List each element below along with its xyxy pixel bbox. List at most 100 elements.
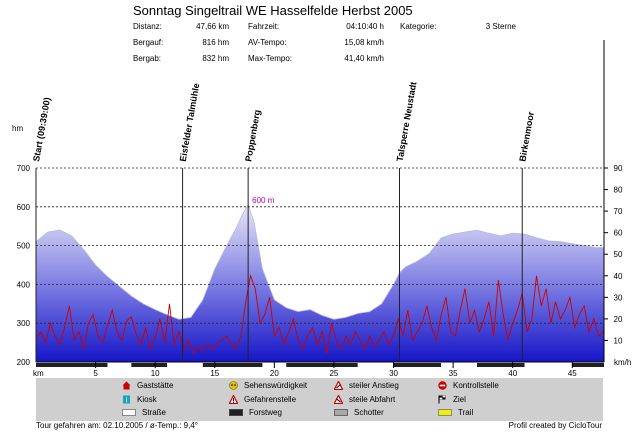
stat-value: 3 Sterne <box>485 22 516 31</box>
gravel-swatch-icon <box>334 409 348 416</box>
stat-label: AV-Tempo: <box>248 38 287 47</box>
x-tick-label: 35 <box>449 369 458 378</box>
x-tick-label: 5 <box>93 369 98 378</box>
waypoint-label: Start (09:39:00) <box>31 97 52 163</box>
chart-title: Sonntag Singeltrail WE Hasselfelde Herbs… <box>133 3 413 18</box>
forest-road-swatch-icon <box>229 409 243 416</box>
legend-label: Kiosk <box>137 395 157 404</box>
stat-value: 816 hm <box>202 38 229 47</box>
surface-segment <box>36 363 108 367</box>
trail-swatch-icon <box>438 409 452 416</box>
y-right-tick-label: 50 <box>614 250 623 259</box>
y-right-tick-label: 60 <box>614 229 623 238</box>
legend-item: Gefahrenstelle <box>228 394 297 405</box>
stat-max-speed: Max-Tempo: 41,40 km/h <box>248 54 388 65</box>
legend-item: Forstweg <box>229 408 282 417</box>
stat-label: Bergab: <box>133 54 162 63</box>
kiosk-icon: i <box>122 395 131 405</box>
y-right-tick-label: 20 <box>614 315 623 324</box>
legend-label: Ziel <box>453 395 466 404</box>
peak-elevation-label: 600 m <box>252 196 275 205</box>
stat-value: 832 hm <box>202 54 229 63</box>
legend-panel: Gaststätte Sehenswürdigkeit steiler Anst… <box>36 378 603 421</box>
surface-segment <box>572 363 604 367</box>
stat-label: Bergauf: <box>133 38 164 47</box>
stat-riding-time: Fahrzeit: 04:10:40 h <box>248 22 388 33</box>
speed-line <box>35 274 605 355</box>
stat-distance: Distanz: 47,66 km <box>133 22 233 33</box>
waypoint-label: Birkenmoor <box>517 110 536 162</box>
legend-item: Sehenswürdigkeit <box>229 381 307 390</box>
house-icon <box>122 381 131 390</box>
legend-item: Gaststätte <box>122 381 173 390</box>
legend-item: Straße <box>122 408 166 417</box>
y-tick-label: 200 <box>17 358 31 367</box>
surface-segment <box>357 363 394 367</box>
surface-segment <box>167 363 203 367</box>
stat-category: Kategorie: 3 Sterne <box>400 22 520 33</box>
footer-ride-info: Tour gefahren am: 02.10.2005 / ø-Temp.: … <box>36 421 198 430</box>
legend-item: Ziel <box>438 395 466 404</box>
legend-label: Trail <box>458 408 474 417</box>
x-tick-label: 25 <box>329 369 338 378</box>
legend-label: steiler Anstieg <box>349 381 399 390</box>
legend-item: Kontrollstelle <box>438 381 499 390</box>
danger-triangle-icon <box>228 394 239 405</box>
stat-label: Fahrzeit: <box>248 22 280 31</box>
y-right-tick-label: 30 <box>614 293 623 302</box>
stat-label: Max-Tempo: <box>248 54 293 63</box>
waypoint-label: Poppenberg <box>243 109 262 162</box>
stat-label: Kategorie: <box>400 22 437 31</box>
y-right-tick-label: 90 <box>614 164 623 173</box>
surface-segment <box>107 363 132 367</box>
surface-segment <box>286 363 358 367</box>
x-tick-label: 45 <box>568 369 577 378</box>
y-tick-label: 400 <box>17 280 31 289</box>
legend-label: Schotter <box>354 408 384 417</box>
stat-value: 47,66 km <box>196 22 229 31</box>
legend-label: Forstweg <box>249 408 282 417</box>
legend-label: Kontrollstelle <box>453 381 499 390</box>
stat-label: Distanz: <box>133 22 162 31</box>
x-tick-label: 30 <box>389 369 398 378</box>
road-swatch-icon <box>122 409 136 416</box>
x-tick-label: 40 <box>508 369 517 378</box>
legend-item: Trail <box>438 408 473 417</box>
surface-segment <box>131 363 168 367</box>
stat-value: 41,40 km/h <box>344 54 384 63</box>
sight-icon <box>229 381 238 390</box>
y-right-tick-label: 70 <box>614 207 623 216</box>
legend-label: Straße <box>142 408 167 417</box>
legend-label: steile Abfahrt <box>349 395 396 404</box>
elevation-area <box>35 203 605 363</box>
surface-segment <box>202 363 263 367</box>
y-tick-label: 600 <box>17 203 31 212</box>
waypoint-label: Eisfelder Talmühle <box>178 82 202 162</box>
surface-segment <box>524 363 573 367</box>
waypoint-label: Talsperre Neustadt <box>395 81 419 162</box>
y-right-tick-label: 80 <box>614 186 623 195</box>
stop-sign-icon <box>438 381 447 390</box>
legend-label: Gefahrenstelle <box>244 395 297 404</box>
y-right-tick-label: 40 <box>614 272 623 281</box>
footer-credit: Profil created by CicloTour <box>508 421 602 430</box>
x-axis-label: km <box>33 369 44 378</box>
svg-text:i: i <box>126 397 128 405</box>
legend-item: steile Abfahrt <box>333 394 396 405</box>
legend-label: Gaststätte <box>137 381 174 390</box>
surface-segment <box>441 363 478 367</box>
finish-flag-icon <box>438 395 447 404</box>
y-tick-label: 300 <box>17 319 31 328</box>
warning-triangle-icon <box>333 380 344 391</box>
x-tick-label: 20 <box>270 369 279 378</box>
legend-label: Sehenswürdigkeit <box>244 381 308 390</box>
y-tick-label: 500 <box>17 242 31 251</box>
x-tick-label: 10 <box>151 369 160 378</box>
warning-triangle-icon <box>333 394 344 405</box>
stat-descent: Bergab: 832 hm <box>133 54 233 65</box>
stat-value: 04:10:40 h <box>346 22 384 31</box>
y-axis-label-right: km/h <box>614 358 631 367</box>
legend-item: i Kiosk <box>122 395 157 405</box>
stat-ascent: Bergauf: 816 hm <box>133 38 233 49</box>
